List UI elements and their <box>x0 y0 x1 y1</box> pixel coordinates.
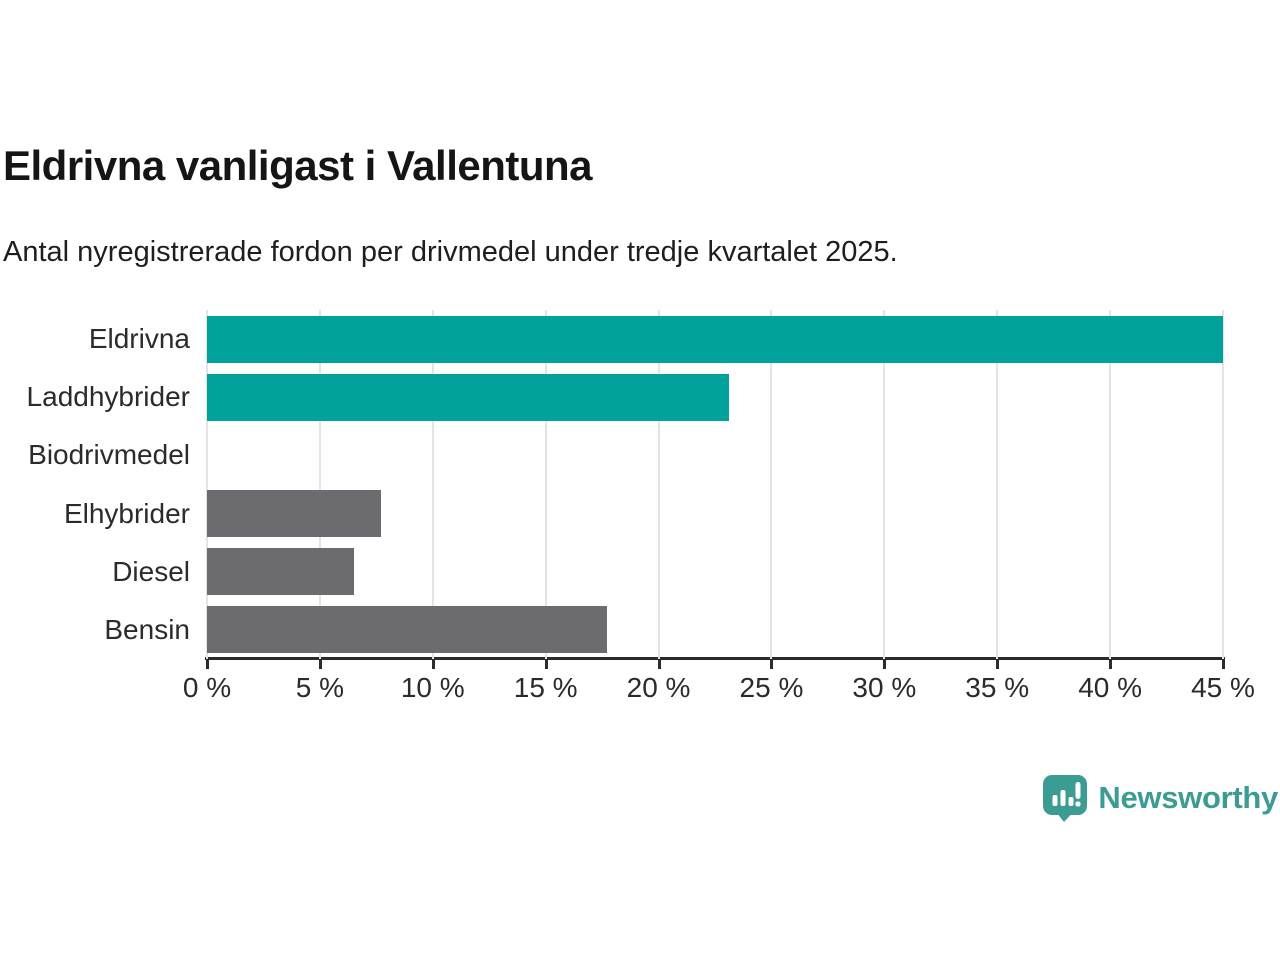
category-label: Diesel <box>112 555 190 587</box>
chart-bar <box>207 490 381 538</box>
grid-line <box>318 310 321 659</box>
x-tick-label: 35 % <box>965 672 1030 703</box>
category-label: Elhybrider <box>63 497 190 529</box>
bar-chart: Eldrivna Laddhybrider Biodrivmedel Elhybrid… <box>0 310 1280 720</box>
chart-bar <box>207 606 607 654</box>
grid-line <box>206 310 208 659</box>
x-tick-label: 20 % <box>626 672 691 703</box>
x-tick-label: 15 % <box>513 672 578 703</box>
category-label: Biodrivmedel <box>28 439 190 471</box>
x-tick-label: 30 % <box>852 672 917 703</box>
chart-subtitle: Antal nyregistrerade fordon per drivmede… <box>3 236 898 268</box>
grid-line <box>770 310 773 659</box>
category-label: Laddhybrider <box>26 381 190 413</box>
x-tick-label: 0 % <box>182 672 232 703</box>
footer-branding: Newsworthy <box>1042 774 1278 822</box>
grid-line <box>883 310 886 659</box>
x-tick-label: 5 % <box>295 672 344 703</box>
tick-mark <box>1109 660 1113 669</box>
grid-line <box>996 310 999 659</box>
chart-bar <box>207 373 729 421</box>
x-tick-label: 40 % <box>1078 672 1143 703</box>
grid-line <box>431 310 434 659</box>
chart-bar <box>207 315 1223 363</box>
x-axis-line <box>205 657 1225 660</box>
newsworthy-logo-icon <box>1043 775 1088 822</box>
x-tick-label: 45 % <box>1191 672 1255 703</box>
brand-name: Newsworthy <box>1098 780 1278 815</box>
bar-row <box>207 485 1223 543</box>
category-label: Eldrivna <box>88 323 190 355</box>
bar-row <box>207 543 1223 601</box>
chart-bar <box>207 548 354 596</box>
plot-area <box>206 310 1224 659</box>
tick-mark <box>996 660 1000 669</box>
grid-line <box>544 310 547 659</box>
tick-mark <box>544 660 548 669</box>
x-tick-label: 10 % <box>400 672 465 703</box>
tick-mark <box>318 660 322 669</box>
x-tick-label: 25 % <box>739 672 804 703</box>
x-axis-ticks <box>206 660 1225 669</box>
category-labels: Eldrivna Laddhybrider Biodrivmedel Elhybrid… <box>0 310 190 659</box>
tick-mark <box>883 660 887 669</box>
tick-mark <box>770 660 774 669</box>
chart-title: Eldrivna vanligast i Vallentuna <box>3 142 593 189</box>
tick-mark <box>657 660 661 669</box>
tick-mark <box>431 660 435 669</box>
bar-row <box>207 601 1223 659</box>
tick-mark <box>1222 660 1225 669</box>
tick-mark <box>206 660 209 669</box>
bar-row <box>207 368 1223 426</box>
grid-line <box>1222 310 1224 659</box>
grid-line <box>657 310 660 659</box>
bar-row <box>207 310 1223 368</box>
bar-row <box>207 426 1223 484</box>
bar-rows <box>207 310 1223 659</box>
grid-line <box>1109 310 1112 659</box>
x-axis-tick-labels: 0 % 5 % 10 % 15 % 20 % 25 % 30 % 35 % 40 % 45 % <box>183 672 1255 708</box>
category-label: Bensin <box>104 613 190 645</box>
